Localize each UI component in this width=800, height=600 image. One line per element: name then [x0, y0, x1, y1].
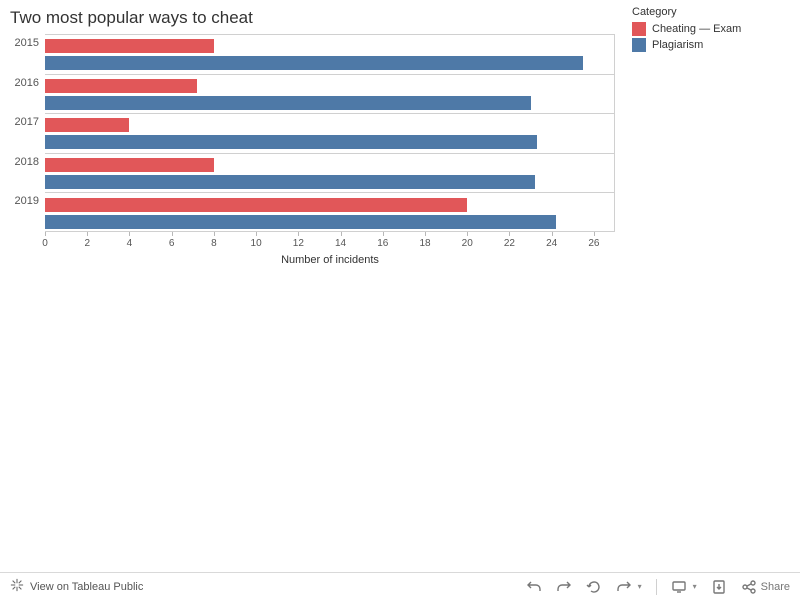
bar-plagiarism[interactable]	[45, 215, 556, 229]
replay-icon[interactable]	[586, 579, 602, 595]
device-caret-icon[interactable]: ▾	[693, 582, 697, 591]
bar-cheating[interactable]	[45, 118, 129, 132]
share-label: Share	[761, 581, 790, 593]
x-tickline	[214, 232, 215, 236]
x-tick-label: 24	[546, 238, 557, 249]
x-tick-label: 18	[419, 238, 430, 249]
x-tick-label: 4	[127, 238, 133, 249]
x-tickline	[552, 232, 553, 236]
tableau-logo-icon	[10, 578, 24, 595]
x-tick-label: 0	[42, 238, 48, 249]
year-row	[45, 34, 614, 74]
x-tickline	[341, 232, 342, 236]
x-tick-label: 12	[293, 238, 304, 249]
x-tick-label: 6	[169, 238, 175, 249]
year-row	[45, 113, 614, 153]
bar-cheating[interactable]	[45, 39, 214, 53]
x-tickline	[87, 232, 88, 236]
share-icon[interactable]: Share	[741, 579, 790, 595]
x-tickline	[509, 232, 510, 236]
x-tick-label: 2	[84, 238, 90, 249]
redo-icon[interactable]	[556, 579, 572, 595]
x-axis-label: Number of incidents	[281, 254, 379, 266]
bar-chart: 2015201620172018201902468101214161820222…	[0, 0, 800, 600]
bar-plagiarism[interactable]	[45, 56, 583, 70]
undo-icon[interactable]	[526, 579, 542, 595]
x-tickline	[467, 232, 468, 236]
x-tick-label: 26	[588, 238, 599, 249]
x-tickline	[129, 232, 130, 236]
revert-caret-icon[interactable]: ▾	[638, 582, 642, 591]
x-tick-label: 16	[377, 238, 388, 249]
x-tick-label: 22	[504, 238, 515, 249]
x-tickline	[594, 232, 595, 236]
download-icon[interactable]	[711, 579, 727, 595]
year-label: 2015	[0, 37, 39, 49]
bar-cheating[interactable]	[45, 198, 467, 212]
x-tickline	[425, 232, 426, 236]
x-tick-label: 10	[251, 238, 262, 249]
x-tickline	[298, 232, 299, 236]
x-tickline	[383, 232, 384, 236]
revert-icon[interactable]	[616, 579, 632, 595]
year-label: 2016	[0, 77, 39, 89]
x-tick-label: 14	[335, 238, 346, 249]
bar-cheating[interactable]	[45, 158, 214, 172]
year-row	[45, 192, 614, 232]
year-label: 2018	[0, 156, 39, 168]
x-tick-label: 20	[462, 238, 473, 249]
device-preview-icon[interactable]	[671, 579, 687, 595]
bar-plagiarism[interactable]	[45, 96, 531, 110]
view-on-tableau-label: View on Tableau Public	[30, 581, 143, 593]
year-row	[45, 153, 614, 193]
year-label: 2019	[0, 195, 39, 207]
plot-area	[45, 34, 615, 232]
x-tickline	[256, 232, 257, 236]
x-tickline	[45, 232, 46, 236]
year-row	[45, 74, 614, 114]
x-tickline	[172, 232, 173, 236]
year-label: 2017	[0, 116, 39, 128]
toolbar: View on Tableau Public ▾ ▾ Share	[0, 572, 800, 600]
toolbar-separator	[656, 579, 657, 595]
bar-plagiarism[interactable]	[45, 175, 535, 189]
x-tick-label: 8	[211, 238, 217, 249]
bar-cheating[interactable]	[45, 79, 197, 93]
bar-plagiarism[interactable]	[45, 135, 537, 149]
view-on-tableau-link[interactable]: View on Tableau Public	[10, 578, 143, 595]
